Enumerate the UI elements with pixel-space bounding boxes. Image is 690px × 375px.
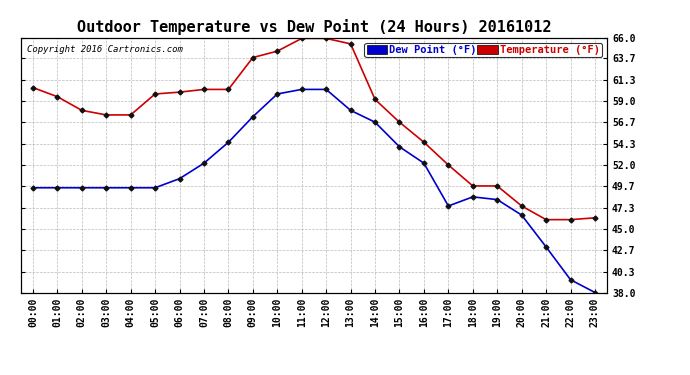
Legend: Dew Point (°F), Temperature (°F): Dew Point (°F), Temperature (°F) [364,43,602,57]
Text: Copyright 2016 Cartronics.com: Copyright 2016 Cartronics.com [26,45,182,54]
Title: Outdoor Temperature vs Dew Point (24 Hours) 20161012: Outdoor Temperature vs Dew Point (24 Hou… [77,19,551,35]
